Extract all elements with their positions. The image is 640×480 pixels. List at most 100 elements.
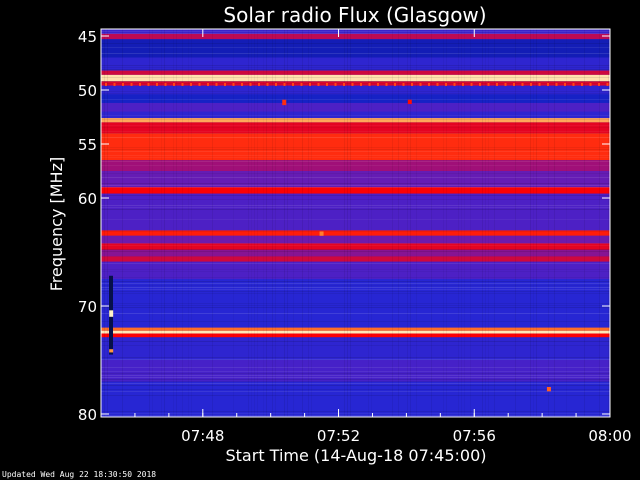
noise-streak bbox=[101, 47, 610, 48]
noise-streak bbox=[101, 83, 610, 84]
noise-streak bbox=[101, 377, 610, 378]
noise-column bbox=[188, 29, 189, 417]
interference-dot bbox=[139, 82, 141, 86]
noise-streak bbox=[101, 207, 610, 208]
interference-dot bbox=[385, 82, 388, 86]
noise-column bbox=[251, 29, 252, 417]
noise-column bbox=[107, 29, 108, 417]
interference-dot bbox=[453, 82, 456, 86]
burst-mark bbox=[109, 310, 114, 317]
interference-dot bbox=[275, 82, 277, 86]
noise-column bbox=[161, 29, 162, 417]
noise-column bbox=[470, 29, 471, 417]
noise-column bbox=[443, 29, 444, 417]
y-tick-label: 50 bbox=[78, 82, 97, 100]
noise-streak bbox=[101, 119, 610, 120]
interference-dot bbox=[555, 82, 558, 86]
noise-streak bbox=[101, 411, 610, 412]
interference-dot bbox=[309, 82, 311, 86]
noise-column bbox=[311, 29, 312, 417]
noise-column bbox=[254, 29, 255, 417]
interference-dot bbox=[606, 82, 609, 86]
interference-dot bbox=[462, 82, 464, 86]
interference-dot bbox=[504, 82, 507, 86]
noise-streak bbox=[101, 245, 610, 246]
noise-column bbox=[533, 29, 534, 417]
noise-column bbox=[293, 29, 294, 417]
noise-streak bbox=[101, 125, 610, 126]
burst-mark bbox=[319, 231, 324, 236]
noise-column bbox=[371, 29, 372, 417]
burst-mark bbox=[546, 387, 551, 392]
y-tick-label: 45 bbox=[78, 28, 97, 46]
noise-column bbox=[407, 29, 408, 417]
frequency-band bbox=[101, 330, 610, 334]
noise-streak bbox=[101, 269, 610, 270]
noise-streak bbox=[101, 127, 610, 128]
interference-dot bbox=[377, 82, 379, 86]
frequency-band bbox=[101, 160, 610, 171]
noise-streak bbox=[101, 303, 610, 304]
interference-dot bbox=[317, 82, 320, 86]
noise-column bbox=[398, 29, 399, 417]
noise-streak bbox=[101, 31, 610, 32]
heatmap-area bbox=[100, 28, 611, 418]
noise-streak bbox=[101, 359, 610, 360]
interference-dot bbox=[105, 82, 107, 86]
interference-dot bbox=[326, 82, 328, 86]
noise-streak bbox=[101, 177, 610, 178]
noise-streak bbox=[101, 287, 610, 288]
noise-column bbox=[368, 29, 369, 417]
noise-column bbox=[248, 29, 249, 417]
noise-streak bbox=[101, 115, 610, 116]
x-tick-label: 08:00 bbox=[588, 427, 631, 445]
noise-column bbox=[566, 29, 567, 417]
interference-dot bbox=[394, 82, 396, 86]
noise-column bbox=[482, 29, 483, 417]
interference-dot bbox=[419, 82, 422, 86]
y-tick-label: 70 bbox=[78, 298, 97, 316]
noise-streak bbox=[101, 283, 610, 284]
interference-dot bbox=[258, 82, 260, 86]
y-tick-label: 55 bbox=[78, 136, 97, 154]
noise-streak bbox=[101, 81, 610, 82]
x-axis: 07:48 07:52 07:56 08:00 bbox=[134, 29, 632, 445]
noise-column bbox=[494, 29, 495, 417]
frequency-band bbox=[101, 70, 610, 75]
interference-dot bbox=[249, 82, 252, 86]
noise-streak bbox=[101, 391, 610, 392]
noise-streak bbox=[101, 67, 610, 68]
updated-timestamp: Updated Wed Aug 22 18:30:50 2018 bbox=[2, 470, 157, 479]
noise-column bbox=[410, 29, 411, 417]
noise-streak bbox=[101, 371, 610, 372]
noise-streak bbox=[101, 183, 610, 184]
frequency-band bbox=[101, 261, 610, 279]
noise-streak bbox=[101, 367, 610, 368]
interference-dot bbox=[156, 82, 158, 86]
noise-column bbox=[173, 29, 174, 417]
noise-streak bbox=[101, 383, 610, 384]
x-axis-label: Start Time (14-Aug-18 07:45:00) bbox=[226, 446, 487, 465]
noise-streak bbox=[101, 415, 610, 416]
noise-streak bbox=[101, 375, 610, 376]
interference-dot bbox=[241, 82, 243, 86]
noise-streak bbox=[101, 155, 610, 156]
interference-dot bbox=[207, 82, 209, 86]
frequency-band bbox=[101, 39, 610, 58]
noise-column bbox=[284, 29, 285, 417]
noise-column bbox=[233, 29, 234, 417]
noise-streak bbox=[101, 149, 610, 150]
noise-column bbox=[176, 29, 177, 417]
noise-streak bbox=[101, 345, 610, 346]
noise-streak bbox=[101, 395, 610, 396]
interference-dot bbox=[564, 82, 566, 86]
noise-streak bbox=[101, 249, 610, 250]
noise-column bbox=[302, 29, 303, 417]
interference-dot bbox=[411, 82, 413, 86]
y-tick-label: 60 bbox=[78, 190, 97, 208]
noise-streak bbox=[101, 277, 610, 278]
interference-dot bbox=[470, 82, 473, 86]
interference-dot bbox=[113, 82, 116, 86]
noise-column bbox=[488, 29, 489, 417]
noise-column bbox=[392, 29, 393, 417]
